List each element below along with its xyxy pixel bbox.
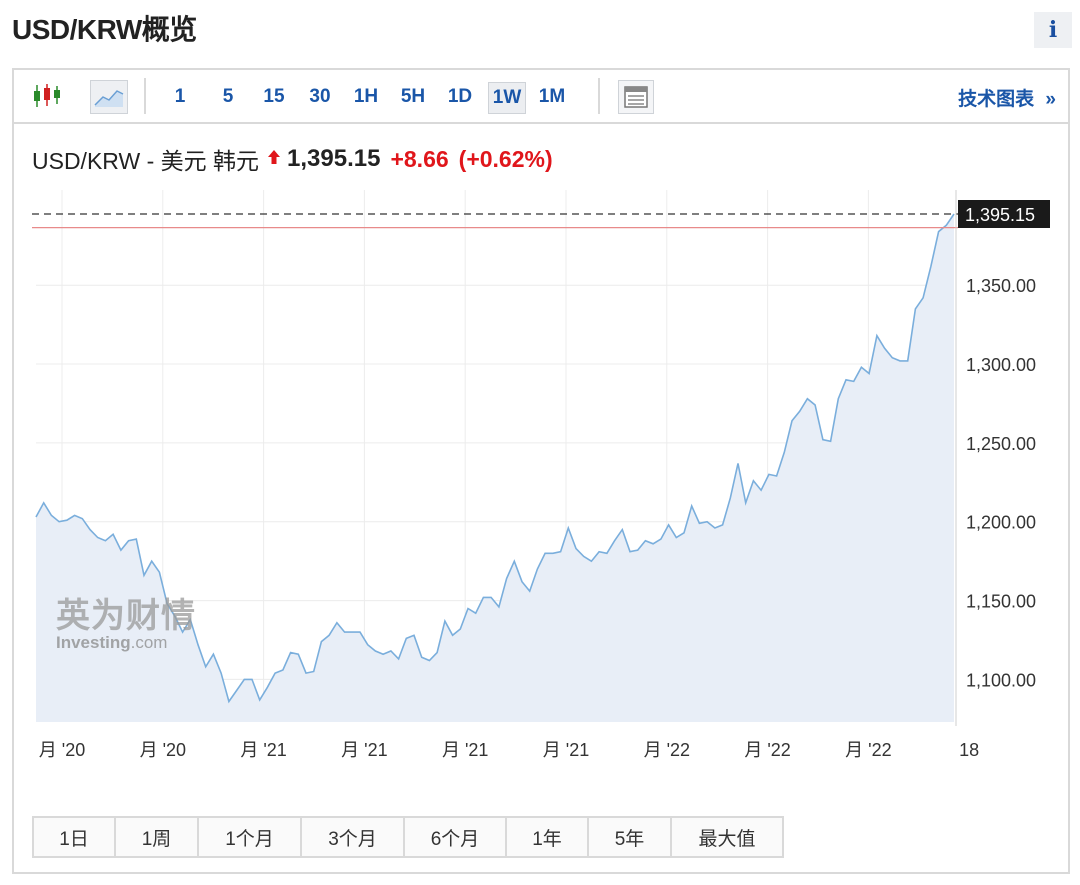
watermark-en: Investing.com [56, 633, 196, 653]
candlestick-icon[interactable] [30, 80, 64, 112]
watermark-en-suffix: .com [130, 633, 168, 652]
chart-layout-icon[interactable] [618, 80, 654, 114]
x-tick-label: 月 '21 [442, 740, 488, 760]
price-change-percent: (+0.62%) [458, 145, 553, 172]
quote-summary: USD/KRW - 美元 韩元 1,395.15 +8.66 (+0.62%) [32, 142, 553, 176]
page-title: USD/KRW概览 [12, 14, 197, 45]
interval-1h[interactable]: 1H [353, 86, 379, 107]
chart-panel: 1 5 15 30 1H 5H 1D 1W 1M 技术图表 » USD/KRW … [12, 68, 1070, 874]
chevron-right-icon: » [1045, 89, 1056, 110]
range-6m[interactable]: 6个月 [405, 818, 507, 856]
info-button[interactable]: i [1034, 12, 1072, 48]
toolbar-separator [598, 78, 600, 114]
interval-15[interactable]: 15 [263, 86, 285, 107]
x-tick-label: 月 '21 [543, 740, 589, 760]
range-selector: 1日 1周 1个月 3个月 6个月 1年 5年 最大值 [32, 816, 784, 858]
x-tick-label: 月 '21 [240, 740, 286, 760]
interval-1[interactable]: 1 [174, 86, 186, 107]
interval-5[interactable]: 5 [222, 86, 234, 107]
tech-chart-label: 技术图表 [958, 89, 1035, 110]
x-tick-label: 18 [959, 740, 979, 760]
last-price-tag-label: 1,395.15 [965, 205, 1035, 225]
x-tick-label: 月 '22 [845, 740, 891, 760]
watermark-cn: 英为财情 [56, 597, 196, 635]
y-tick-label: 1,300.00 [966, 355, 1036, 375]
interval-1d[interactable]: 1D [447, 86, 473, 107]
price-series-line [35, 213, 955, 704]
range-1y[interactable]: 1年 [507, 818, 589, 856]
range-3m[interactable]: 3个月 [302, 818, 405, 856]
y-tick-label: 1,200.00 [966, 513, 1036, 533]
range-max[interactable]: 最大值 [698, 828, 756, 850]
chart-toolbar: 1 5 15 30 1H 5H 1D 1W 1M 技术图表 » [14, 70, 1068, 124]
investing-watermark: 英为财情 Investing.com [56, 588, 196, 653]
x-tick-label: 月 '21 [341, 740, 387, 760]
toolbar-separator [144, 78, 146, 114]
y-tick-label: 1,100.00 [966, 670, 1036, 690]
last-price: 1,395.15 [287, 145, 381, 172]
range-1w[interactable]: 1周 [116, 818, 199, 856]
interval-1m[interactable]: 1M [538, 86, 566, 107]
interval-5h[interactable]: 5H [400, 86, 426, 107]
range-1d[interactable]: 1日 [34, 818, 116, 856]
y-tick-label: 1,250.00 [966, 434, 1036, 454]
area-chart-icon[interactable] [90, 80, 128, 114]
price-chart[interactable]: 1,100.00 1,150.00 1,200.00 1,250.00 1,300.00… [14, 190, 1068, 790]
x-tick-label: 月 '20 [140, 740, 186, 760]
tech-chart-link[interactable]: 技术图表 » [958, 84, 1056, 111]
y-tick-label: 1,150.00 [966, 592, 1036, 612]
range-5y[interactable]: 5年 [589, 818, 672, 856]
x-tick-label: 月 '22 [644, 740, 690, 760]
last-price-tag [958, 200, 1050, 228]
x-tick-label: 月 '20 [39, 740, 85, 760]
price-area-fill [36, 214, 954, 722]
watermark-en-bold: Investing [56, 633, 131, 652]
interval-1w[interactable]: 1W [488, 82, 526, 114]
price-change: +8.66 [390, 145, 449, 172]
range-1m[interactable]: 1个月 [199, 818, 302, 856]
x-tick-label: 月 '22 [744, 740, 790, 760]
interval-30[interactable]: 30 [309, 86, 331, 107]
y-tick-label: 1,350.00 [966, 276, 1036, 296]
pair-name: USD/KRW - 美元 韩元 [32, 148, 260, 174]
up-arrow-icon [267, 149, 281, 170]
